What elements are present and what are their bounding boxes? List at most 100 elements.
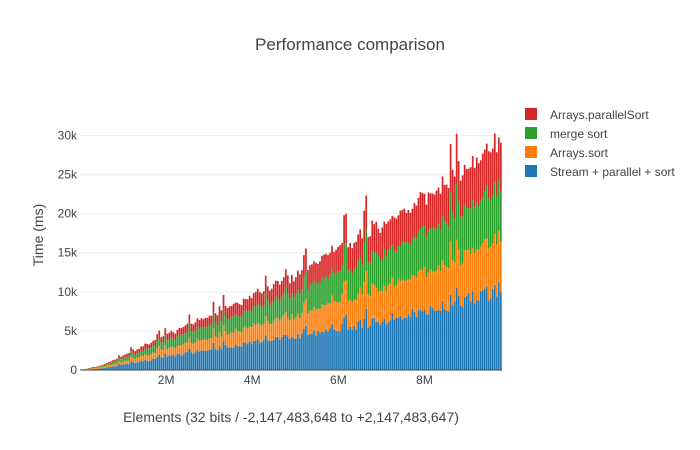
- bar-segment: [405, 212, 408, 243]
- bar-segment: [134, 359, 136, 364]
- bar-segment: [299, 318, 301, 339]
- bar-segment: [286, 293, 289, 318]
- bar-segment: [278, 339, 281, 370]
- bar-segment: [198, 319, 201, 329]
- legend-swatch: [525, 165, 537, 177]
- bar-segment: [449, 294, 452, 370]
- bar-segment: [276, 298, 279, 319]
- bar-segment: [495, 195, 498, 245]
- bar-segment: [116, 363, 118, 366]
- bar-segment: [264, 275, 267, 292]
- bar-segment: [407, 314, 410, 370]
- bar-segment: [156, 334, 159, 341]
- bar-segment: [170, 355, 173, 370]
- bar-segment: [375, 252, 378, 288]
- bar-segment: [331, 245, 333, 270]
- bar-segment: [104, 363, 106, 365]
- bar-segment: [485, 185, 488, 239]
- bar-segment: [375, 288, 378, 322]
- bar-segment: [323, 278, 325, 306]
- bar-segment: [146, 355, 149, 362]
- bar-segment: [232, 332, 235, 349]
- bar-segment: [220, 321, 223, 337]
- bar-segment: [335, 273, 337, 302]
- bar-segment: [471, 291, 474, 370]
- bar-segment: [168, 347, 171, 356]
- bar-segment: [393, 217, 396, 251]
- bar-segment: [166, 333, 169, 341]
- y-tick-label: 5k: [64, 324, 78, 338]
- bar-segment: [353, 325, 356, 370]
- bar-segment: [403, 208, 406, 242]
- bar-segment: [399, 281, 402, 316]
- bar-segment: [399, 315, 402, 370]
- bar-segment: [288, 283, 291, 299]
- bar-segment: [234, 302, 237, 315]
- bar-segment: [176, 354, 179, 370]
- bar-segment: [206, 340, 209, 352]
- bar-segment: [94, 366, 96, 368]
- bar-segment: [124, 361, 126, 365]
- bar-segment: [256, 339, 259, 370]
- bar-segment: [427, 192, 430, 231]
- bar-segment: [124, 354, 126, 358]
- bar-segment: [222, 324, 225, 342]
- bar-segment: [206, 317, 209, 327]
- bar-segment: [272, 340, 275, 370]
- bar-segment: [363, 210, 366, 242]
- bar-segment: [186, 332, 189, 343]
- bar-segment: [421, 311, 424, 370]
- bar-segment: [473, 303, 476, 370]
- bar-segment: [280, 336, 283, 370]
- bar-segment: [299, 293, 301, 319]
- bar-segment: [282, 277, 285, 293]
- bar-segment: [188, 314, 191, 324]
- bar-segment: [329, 274, 331, 304]
- bar-segment: [455, 183, 458, 240]
- bar-segment: [457, 295, 460, 370]
- bar-segment: [98, 365, 100, 367]
- bar-segment: [297, 314, 299, 335]
- bar-segment: [150, 342, 153, 349]
- bar-segment: [178, 328, 181, 335]
- y-tick-label: 10k: [58, 285, 78, 299]
- bar-segment: [148, 360, 151, 370]
- bar-segment: [96, 367, 98, 369]
- bar-segment: [138, 357, 140, 362]
- bar-segment: [156, 356, 159, 370]
- bar-segment: [142, 361, 145, 370]
- bar-segment: [311, 310, 313, 334]
- bar-segment: [335, 301, 337, 331]
- bar-segment: [176, 346, 179, 354]
- bar-segment: [188, 337, 191, 349]
- bar-segment: [293, 338, 295, 370]
- bar-segment: [479, 160, 482, 202]
- bar-segment: [140, 350, 142, 356]
- bar-segment: [266, 300, 269, 322]
- bar-segment: [341, 243, 343, 266]
- bar-segment: [254, 325, 257, 342]
- bar-segment: [389, 320, 392, 370]
- bar-segment: [359, 319, 362, 370]
- bar-segment: [493, 133, 496, 183]
- bar-segment: [345, 213, 347, 244]
- bar-segment: [329, 303, 331, 329]
- bar-segment: [134, 363, 136, 370]
- bar-segment: [403, 281, 406, 318]
- bar-segment: [224, 331, 227, 346]
- bar-segment: [136, 353, 138, 358]
- bar-segment: [317, 283, 319, 309]
- bar-segment: [403, 317, 406, 370]
- bar-segment: [375, 321, 378, 370]
- bar-segment: [491, 148, 494, 196]
- bar-segment: [429, 305, 432, 370]
- bar-segment: [295, 293, 297, 318]
- bar-segment: [240, 332, 243, 347]
- bar-segment: [305, 298, 307, 326]
- bar-segment: [244, 326, 247, 343]
- bar-segment: [228, 347, 231, 370]
- bar-segment: [278, 301, 281, 321]
- bar-segment: [158, 330, 161, 338]
- bar-segment: [152, 340, 155, 346]
- bar-segment: [216, 338, 219, 351]
